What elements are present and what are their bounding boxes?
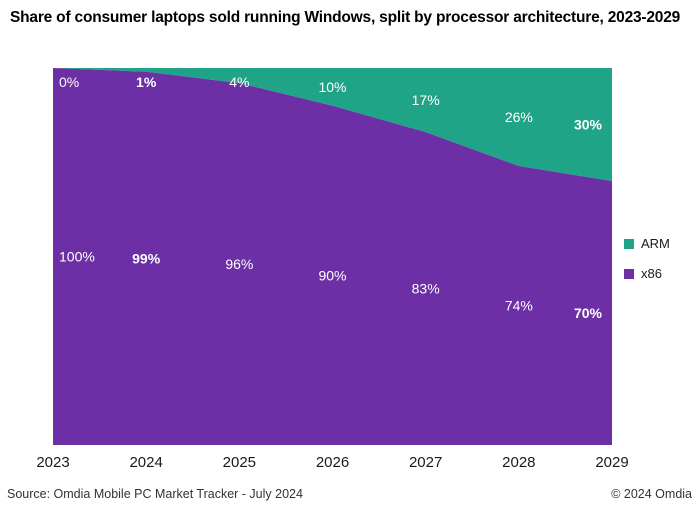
data-label-x86-2023: 100% bbox=[59, 249, 95, 265]
data-label-arm-2023: 0% bbox=[59, 74, 79, 90]
x-axis-label-2029: 2029 bbox=[595, 454, 628, 471]
x-axis-label-2026: 2026 bbox=[316, 454, 349, 471]
data-label-arm-2024: 1% bbox=[136, 74, 157, 90]
data-label-arm-2027: 17% bbox=[412, 92, 440, 108]
x-axis-label-2027: 2027 bbox=[409, 454, 442, 471]
legend-label-x86: x86 bbox=[641, 266, 662, 281]
chart-title: Share of consumer laptops sold running W… bbox=[10, 9, 681, 26]
legend-item-arm: ARM bbox=[624, 237, 670, 251]
arm-swatch-icon bbox=[624, 239, 634, 249]
x-axis-label-2025: 2025 bbox=[223, 454, 256, 471]
data-label-arm-2026: 10% bbox=[318, 79, 346, 95]
legend-label-arm: ARM bbox=[641, 236, 670, 251]
x-axis-label-2024: 2024 bbox=[129, 454, 162, 471]
data-label-x86-2027: 83% bbox=[412, 281, 440, 297]
data-label-arm-2028: 26% bbox=[505, 109, 533, 125]
source-note: Source: Omdia Mobile PC Market Tracker -… bbox=[7, 487, 303, 501]
x-axis-label-2023: 2023 bbox=[36, 454, 69, 471]
area-arm bbox=[53, 68, 612, 182]
x-axis-label-2028: 2028 bbox=[502, 454, 535, 471]
data-label-x86-2029: 70% bbox=[574, 305, 603, 321]
data-label-x86-2025: 96% bbox=[225, 256, 253, 272]
chart-legend: ARM x86 bbox=[624, 237, 670, 297]
data-label-arm-2029: 30% bbox=[574, 117, 603, 133]
data-label-x86-2026: 90% bbox=[318, 267, 346, 283]
area-x86 bbox=[53, 68, 612, 445]
copyright-note: © 2024 Omdia bbox=[611, 487, 692, 501]
data-label-arm-2025: 4% bbox=[229, 74, 249, 90]
data-label-x86-2024: 99% bbox=[132, 250, 161, 266]
legend-item-x86: x86 bbox=[624, 267, 670, 281]
x86-swatch-icon bbox=[624, 269, 634, 279]
data-label-x86-2028: 74% bbox=[505, 298, 533, 314]
